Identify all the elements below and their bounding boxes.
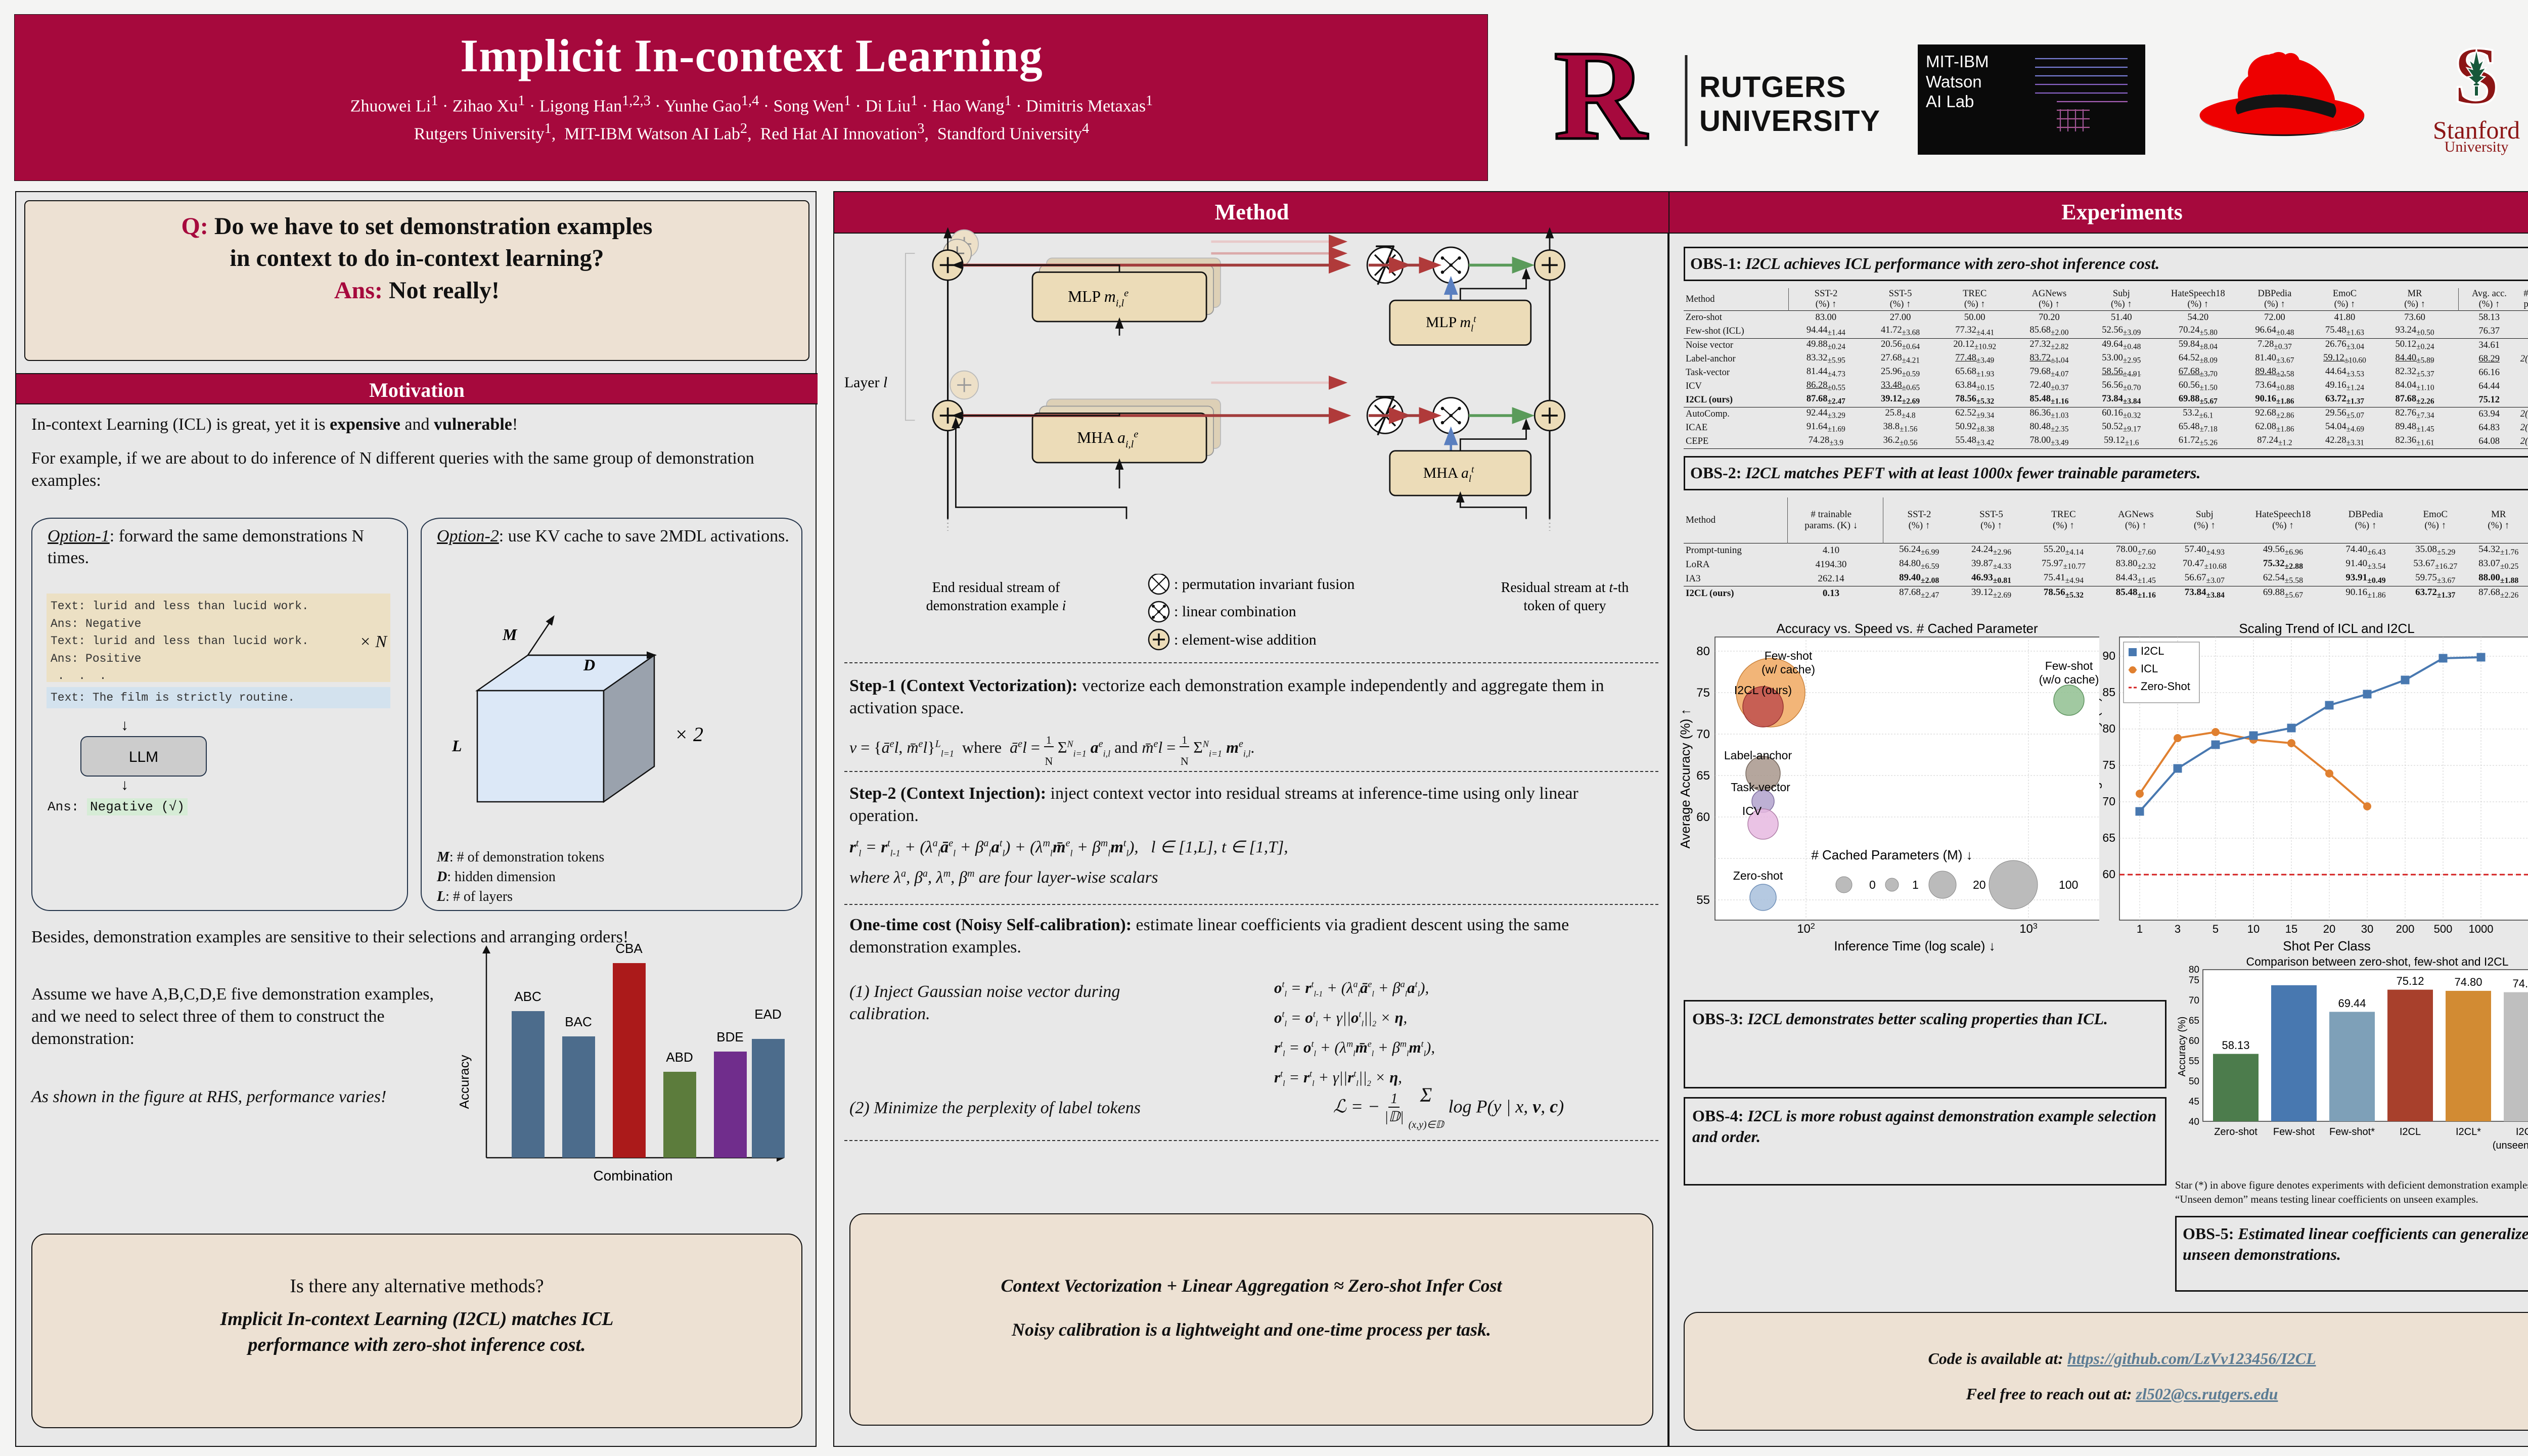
svg-text:40: 40 (2189, 1117, 2199, 1127)
svg-text:Comparison between zero-shot,: Comparison between zero-shot, few-shot a… (2246, 956, 2508, 968)
svg-text:75.12: 75.12 (2396, 975, 2424, 987)
svg-text:0: 0 (1869, 878, 1876, 891)
svg-text:Label-anchor: Label-anchor (1724, 749, 1792, 762)
svg-text:I2CL: I2CL (2400, 1126, 2421, 1138)
svg-text:60: 60 (1696, 810, 1710, 824)
svg-text:I2CL*: I2CL* (2456, 1126, 2481, 1138)
svg-text:Macro Average Accuracy (%): Macro Average Accuracy (%) (2099, 697, 2102, 860)
svg-text:55: 55 (2189, 1056, 2199, 1067)
svg-text:R: R (1554, 37, 1648, 159)
svg-text:60: 60 (2102, 868, 2115, 881)
svg-text:EAD: EAD (754, 1007, 781, 1022)
svg-text:20: 20 (2323, 923, 2335, 935)
svg-text:Layer l: Layer l (844, 374, 887, 391)
svg-text:Zero-shot: Zero-shot (2214, 1126, 2258, 1138)
svg-text:75: 75 (1696, 686, 1710, 700)
svg-text:ABD: ABD (666, 1050, 693, 1065)
svg-text:D: D (583, 656, 595, 674)
svg-text:65: 65 (2102, 831, 2115, 844)
svg-text:RUTGERS: RUTGERS (1699, 71, 1846, 104)
svg-text:Task-vector: Task-vector (1731, 781, 1790, 794)
svg-text:90: 90 (2102, 649, 2115, 662)
svg-text:Average Accuracy (%) ↑: Average Accuracy (%) ↑ (1678, 709, 1693, 849)
svg-text:Shot Per Class: Shot Per Class (2283, 938, 2370, 953)
svg-text:× 2: × 2 (674, 723, 703, 746)
svg-text:Zero-Shot: Zero-Shot (2141, 680, 2190, 693)
svg-text:80: 80 (1696, 645, 1710, 658)
svg-text:200: 200 (2396, 923, 2415, 935)
svg-text:Combination: Combination (593, 1168, 672, 1184)
svg-text:5: 5 (2213, 923, 2219, 935)
svg-text:69.44: 69.44 (2338, 997, 2366, 1010)
svg-text:70: 70 (2102, 795, 2115, 808)
svg-text:# Cached Parameters (M) ↓: # Cached Parameters (M) ↓ (1811, 847, 1972, 862)
svg-text:Accuracy: Accuracy (457, 1055, 472, 1109)
svg-text:65: 65 (1696, 769, 1710, 783)
svg-text:70: 70 (2189, 995, 2199, 1006)
svg-text:80: 80 (2189, 965, 2199, 975)
svg-text:ICV: ICV (1742, 804, 1762, 817)
svg-text:BDE: BDE (716, 1029, 743, 1044)
svg-text:15: 15 (2285, 923, 2297, 935)
svg-text:58.13: 58.13 (2222, 1039, 2249, 1052)
svg-text:(unseen demo): (unseen demo) (2493, 1140, 2528, 1151)
svg-text:I2CL: I2CL (2516, 1126, 2528, 1138)
svg-text:CBA: CBA (615, 941, 643, 956)
svg-text:80: 80 (2102, 722, 2115, 735)
svg-text:30: 30 (2361, 923, 2373, 935)
svg-text:74.80: 74.80 (2454, 976, 2482, 988)
svg-text:1: 1 (2137, 923, 2143, 935)
svg-text:Few-shot(w/ cache): Few-shot (w/ cache) (1762, 649, 1815, 676)
svg-text:ABC: ABC (514, 989, 541, 1004)
svg-text:50: 50 (2189, 1076, 2199, 1087)
svg-text:Scaling Trend of ICL and I2CL: Scaling Trend of ICL and I2CL (2239, 622, 2414, 636)
svg-text:Accuracy (%): Accuracy (%) (2177, 1017, 2188, 1077)
svg-text:: linear combination: : linear combination (1174, 603, 1296, 620)
svg-text:500: 500 (2434, 923, 2453, 935)
svg-text:1: 1 (1912, 878, 1919, 891)
svg-text:Few-shot*: Few-shot* (2329, 1126, 2375, 1138)
svg-text:10: 10 (2247, 923, 2260, 935)
svg-text:Few-shot(w/o cache): Few-shot (w/o cache) (2039, 659, 2099, 686)
svg-text:3: 3 (2175, 923, 2181, 935)
svg-text:74.43: 74.43 (2512, 977, 2528, 990)
svg-text:: element-wise addition: : element-wise addition (1174, 631, 1317, 648)
svg-text:45: 45 (2189, 1097, 2199, 1107)
svg-text:M: M (502, 625, 518, 644)
svg-text:Zero-shot: Zero-shot (1733, 869, 1783, 882)
svg-text:UNIVERSITY: UNIVERSITY (1699, 105, 1880, 138)
svg-text:75: 75 (2102, 758, 2115, 771)
svg-text:85: 85 (2102, 686, 2115, 699)
svg-text:20: 20 (1973, 878, 1986, 891)
svg-text:BAC: BAC (565, 1014, 592, 1029)
svg-text:ICL: ICL (2141, 662, 2158, 675)
svg-text:70: 70 (1696, 727, 1710, 741)
svg-text:100: 100 (2059, 878, 2078, 891)
svg-text:I2CL: I2CL (2141, 645, 2164, 657)
svg-text:55: 55 (1696, 893, 1710, 907)
svg-text:Inference Time (log scale) ↓: Inference Time (log scale) ↓ (1834, 938, 1995, 953)
svg-text:: permutation invariant fusion: : permutation invariant fusion (1174, 576, 1355, 593)
svg-text:Accuracy vs. Speed vs. # Cache: Accuracy vs. Speed vs. # Cached Paramete… (1776, 622, 2038, 636)
svg-text:60: 60 (2189, 1036, 2199, 1046)
svg-text:I2CL (ours): I2CL (ours) (1734, 684, 1792, 697)
svg-text:65: 65 (2189, 1016, 2199, 1026)
svg-text:1000: 1000 (2469, 923, 2494, 935)
svg-text:75: 75 (2189, 975, 2199, 986)
svg-text:Few-shot: Few-shot (2273, 1126, 2315, 1138)
svg-text:L: L (452, 737, 462, 755)
